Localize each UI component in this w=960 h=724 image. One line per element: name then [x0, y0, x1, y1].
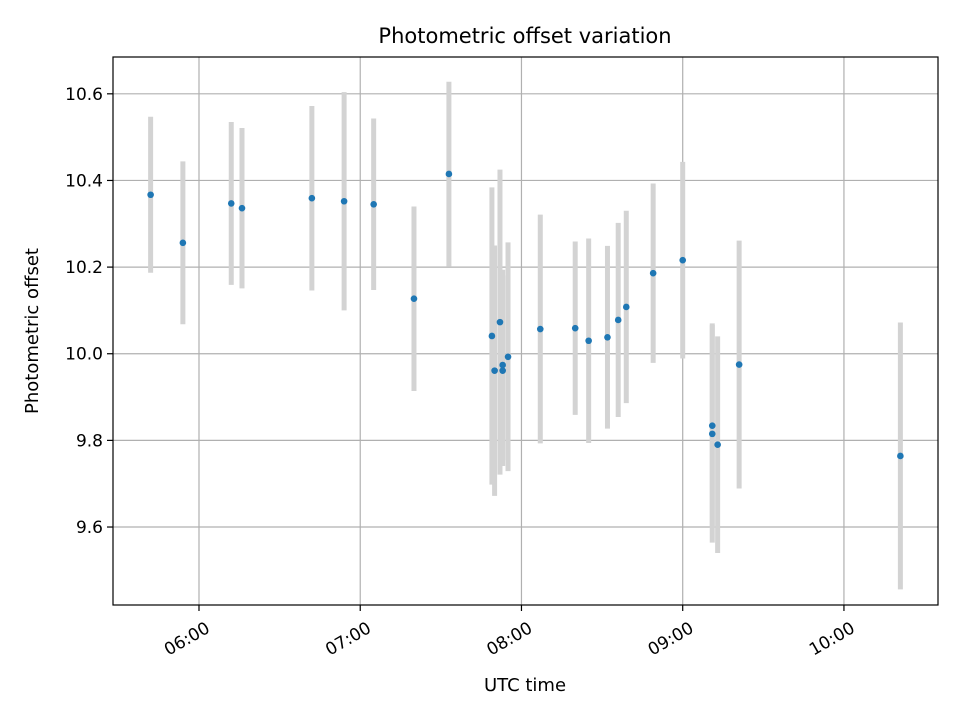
data-point — [488, 332, 496, 340]
data-point — [491, 367, 498, 374]
data-point — [370, 200, 377, 208]
data-point — [708, 422, 716, 429]
data-point — [614, 316, 622, 324]
data-point — [604, 333, 611, 341]
y-axis-ticks: 9.6 9.8 10.0 10.2 10.4 10.6 — [65, 85, 113, 538]
chart-title: Photometric offset variation — [378, 24, 671, 48]
data-point — [340, 197, 348, 205]
data-point — [410, 295, 418, 303]
x-axis-label: UTC time — [484, 675, 566, 696]
data-point — [571, 324, 579, 332]
y-tick-label: 10.4 — [65, 171, 103, 191]
data-point — [649, 269, 657, 277]
y-tick-label: 9.8 — [76, 431, 103, 451]
data-point — [708, 430, 716, 438]
plot-frame — [112, 56, 939, 606]
data-point — [308, 194, 316, 202]
data-point — [504, 353, 512, 361]
data-point — [499, 367, 506, 374]
data-point — [585, 337, 592, 345]
data-point — [147, 191, 154, 199]
grid — [113, 57, 938, 605]
data-point — [499, 361, 506, 369]
y-tick-label: 10.6 — [65, 85, 103, 105]
y-axis-label: Photometric offset — [22, 248, 43, 414]
data-point — [536, 325, 544, 333]
y-tick-label: 10.2 — [65, 258, 103, 278]
data-points — [147, 170, 904, 460]
data-point — [735, 361, 743, 368]
data-point — [679, 256, 687, 264]
data-point — [714, 441, 721, 449]
data-point — [179, 239, 187, 247]
data-point — [227, 200, 235, 207]
y-tick-label: 10.0 — [65, 345, 103, 365]
data-point — [238, 204, 246, 212]
data-point — [445, 170, 453, 178]
data-point — [622, 303, 630, 311]
data-point — [496, 318, 504, 326]
data-point — [897, 452, 904, 460]
y-tick-label: 9.6 — [76, 518, 103, 538]
